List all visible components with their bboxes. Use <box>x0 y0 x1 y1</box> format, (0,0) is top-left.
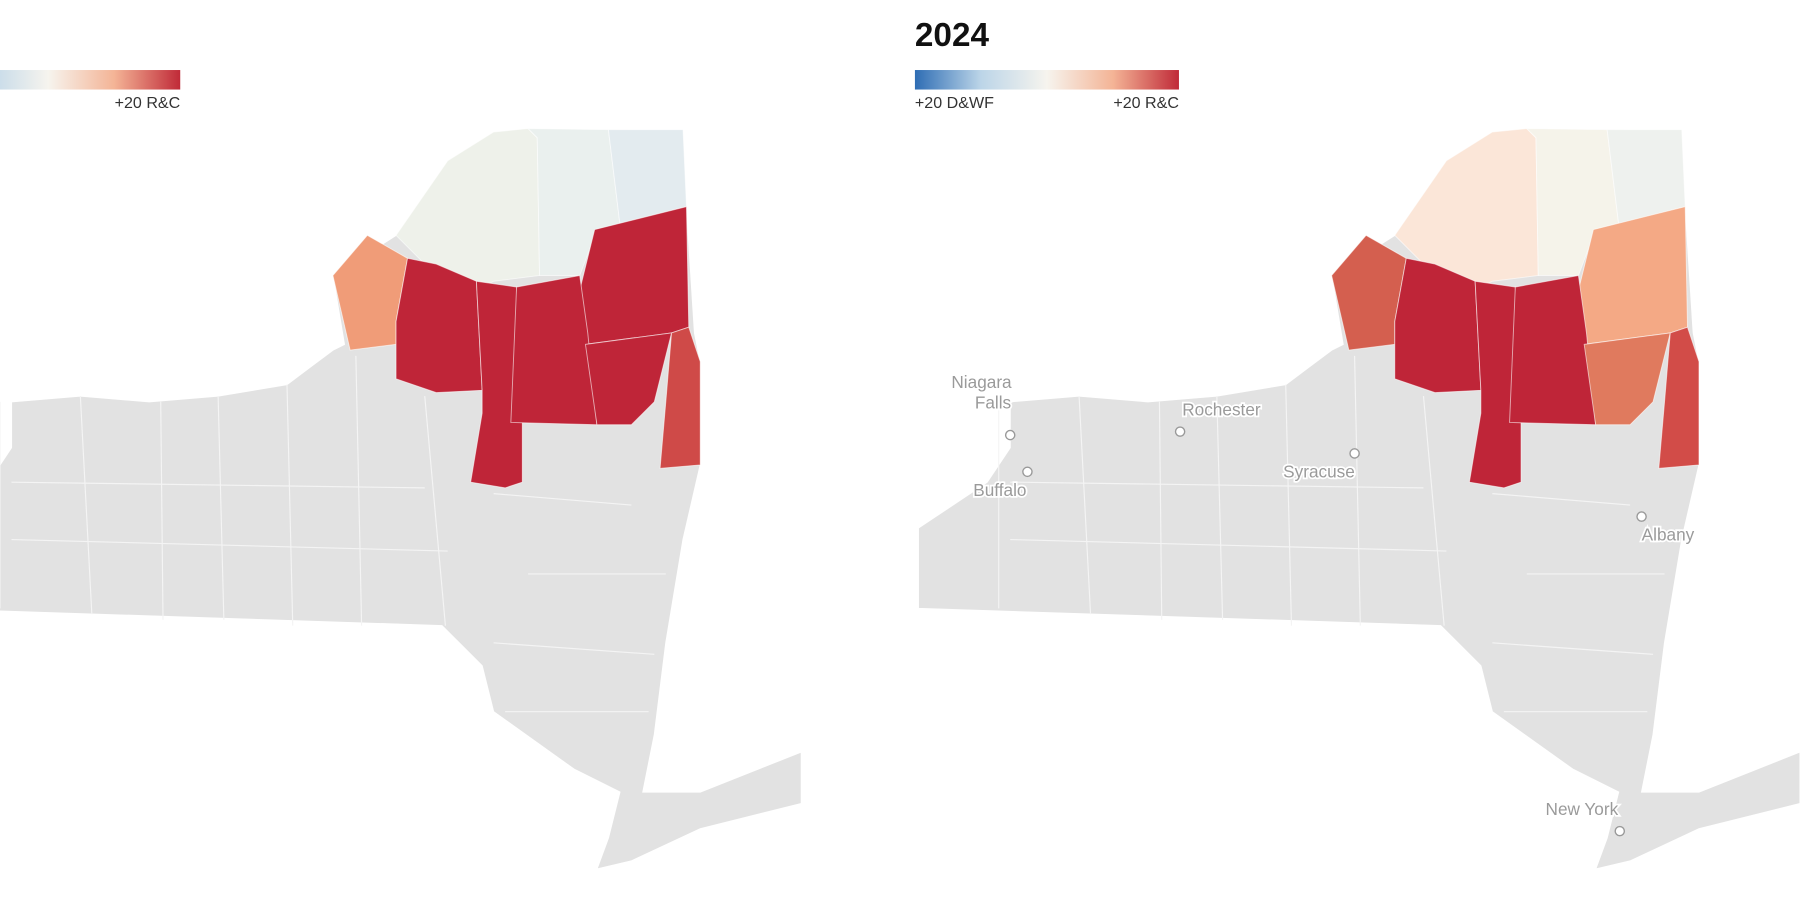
city-label: Syracuse <box>1283 462 1355 482</box>
legend-bar <box>0 70 181 90</box>
county-border <box>1216 396 1224 620</box>
county-border <box>79 396 93 615</box>
county-border <box>1158 401 1163 620</box>
legend-max-label: +20 R&C <box>1113 94 1179 112</box>
county-border <box>493 642 655 655</box>
district-region <box>1658 326 1700 469</box>
city-marker <box>1022 466 1033 478</box>
county-border <box>1285 384 1293 626</box>
county-border <box>1492 493 1631 506</box>
county-border <box>11 538 448 552</box>
county-border <box>493 493 632 506</box>
county-border <box>286 384 294 626</box>
legend-bar <box>914 70 1179 90</box>
city-label: Rochester <box>1182 400 1261 420</box>
city-marker <box>1614 825 1626 837</box>
district-region <box>584 332 673 426</box>
city-marker <box>1004 429 1016 441</box>
city-label: New York <box>1546 799 1619 819</box>
county-border <box>1492 642 1654 655</box>
county-border <box>1354 355 1361 626</box>
legend-min-label: +20 D&WF <box>915 94 994 112</box>
city-label: Falls <box>975 393 1011 413</box>
panel-title: 2024 <box>915 17 990 54</box>
city-label: Albany <box>1642 525 1695 545</box>
county-border <box>1010 481 1424 489</box>
city-marker <box>1349 448 1360 459</box>
county-border <box>355 355 363 626</box>
city-marker <box>1174 426 1186 437</box>
district-region <box>1583 332 1671 426</box>
county-border <box>160 401 164 620</box>
district-region <box>395 257 483 394</box>
county-border <box>11 481 425 489</box>
county-border <box>424 395 446 626</box>
district-region <box>1394 257 1482 394</box>
city-label: Niagara <box>951 372 1012 392</box>
county-border <box>1010 538 1447 552</box>
county-border <box>217 396 225 620</box>
legend-max-label: +20 R&C <box>115 94 181 112</box>
district-region <box>659 326 701 469</box>
city-marker <box>1636 511 1647 522</box>
city-label: Buffalo <box>973 480 1026 500</box>
county-border <box>1078 396 1092 615</box>
county-border <box>1422 395 1445 626</box>
map-panel: +20 D&WF+20 R&C <box>0 70 802 870</box>
